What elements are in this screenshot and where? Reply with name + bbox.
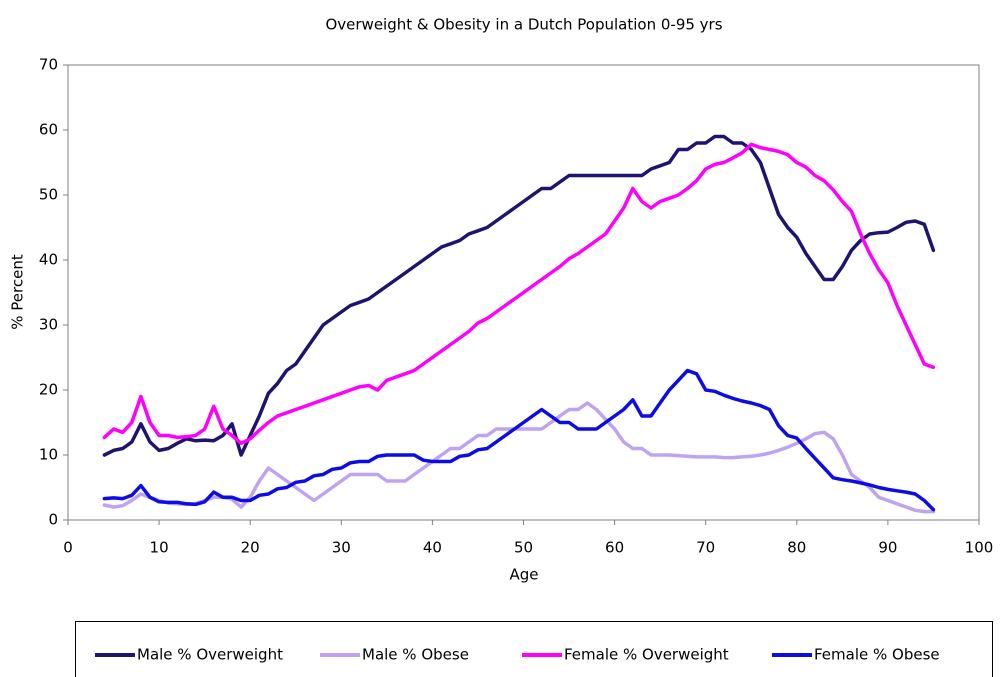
x-axis-label: Age <box>509 566 538 584</box>
y-tick-label: 10 <box>39 446 58 464</box>
legend-label: Female % Obese <box>814 646 940 664</box>
y-tick-label: 50 <box>39 186 58 204</box>
y-axis-label: % Percent <box>9 254 27 330</box>
series-line <box>102 142 936 446</box>
x-tick-label: 90 <box>878 539 897 557</box>
series-line <box>102 134 936 457</box>
y-tick-label: 30 <box>39 316 58 334</box>
x-tick-label: 100 <box>965 539 994 557</box>
y-tick-label: 0 <box>48 511 58 529</box>
x-tick-label: 60 <box>605 539 624 557</box>
y-tick-label: 20 <box>39 381 58 399</box>
y-tick-label: 70 <box>39 56 58 74</box>
x-tick-label: 10 <box>150 539 169 557</box>
x-tick-label: 50 <box>514 539 533 557</box>
x-tick-label: 70 <box>696 539 715 557</box>
legend-label: Female % Overweight <box>564 646 729 664</box>
legend-label: Male % Overweight <box>137 646 283 664</box>
x-tick-label: 30 <box>332 539 351 557</box>
y-tick-label: 60 <box>39 121 58 139</box>
x-tick-label: 20 <box>241 539 260 557</box>
x-tick-label: 0 <box>63 539 73 557</box>
series-line <box>102 368 936 512</box>
chart-title: Overweight & Obesity in a Dutch Populati… <box>325 16 722 34</box>
x-tick-label: 40 <box>423 539 442 557</box>
series-line <box>102 401 936 514</box>
legend-label: Male % Obese <box>362 646 469 664</box>
x-tick-label: 80 <box>787 539 806 557</box>
legend-box <box>75 621 993 677</box>
y-tick-label: 40 <box>39 251 58 269</box>
